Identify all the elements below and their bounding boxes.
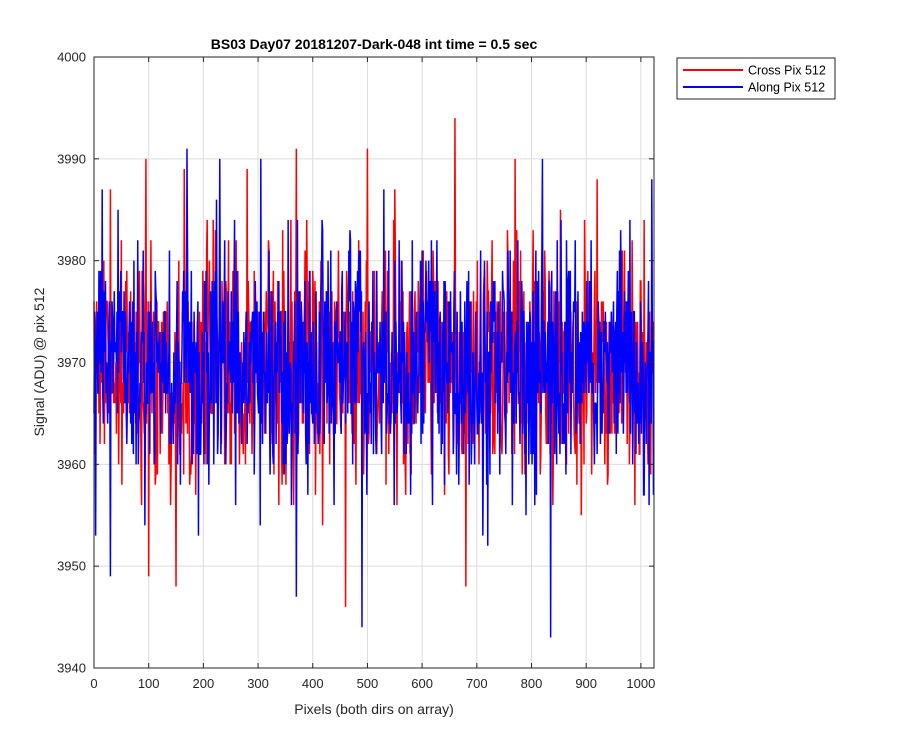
y-tick-label: 3940 xyxy=(57,661,86,676)
x-tick-label: 100 xyxy=(138,676,160,691)
y-tick-label: 3960 xyxy=(57,457,86,472)
x-tick-label: 0 xyxy=(90,676,97,691)
x-tick-label: 200 xyxy=(193,676,215,691)
x-tick-label: 500 xyxy=(357,676,379,691)
x-tick-labels: 0 100 200 300 400 500 600 700 800 900 1000 xyxy=(90,676,655,691)
x-axis-label: Pixels (both dirs on array) xyxy=(294,701,454,717)
y-tick-label: 3970 xyxy=(57,355,86,370)
y-tick-label: 3990 xyxy=(57,151,86,166)
legend: Cross Pix 512 Along Pix 512 xyxy=(676,57,836,100)
x-tick-label: 400 xyxy=(302,676,324,691)
y-tick-label: 4000 xyxy=(57,50,86,65)
x-tick-label: 1000 xyxy=(626,676,655,691)
x-tick-label: 800 xyxy=(521,676,543,691)
legend-label-cross: Cross Pix 512 xyxy=(748,64,826,78)
x-tick-label: 300 xyxy=(247,676,269,691)
legend-label-along: Along Pix 512 xyxy=(748,81,825,95)
y-axis-label: Signal (ADU) @ pix 512 xyxy=(31,287,47,436)
legend-box xyxy=(676,57,836,100)
y-tick-label: 3980 xyxy=(57,253,86,268)
series-layer xyxy=(93,118,655,638)
y-tick-labels: 3940 3950 3960 3970 3980 3990 4000 xyxy=(57,50,86,676)
x-tick-label: 600 xyxy=(411,676,433,691)
x-tick-label: 900 xyxy=(575,676,597,691)
series-line-along-pix-512 xyxy=(93,148,655,638)
chart-title: BS03 Day07 20181207-Dark-048 int time = … xyxy=(211,36,538,52)
y-tick-label: 3950 xyxy=(57,559,86,574)
x-tick-label: 700 xyxy=(466,676,488,691)
tick-marks xyxy=(93,56,654,669)
